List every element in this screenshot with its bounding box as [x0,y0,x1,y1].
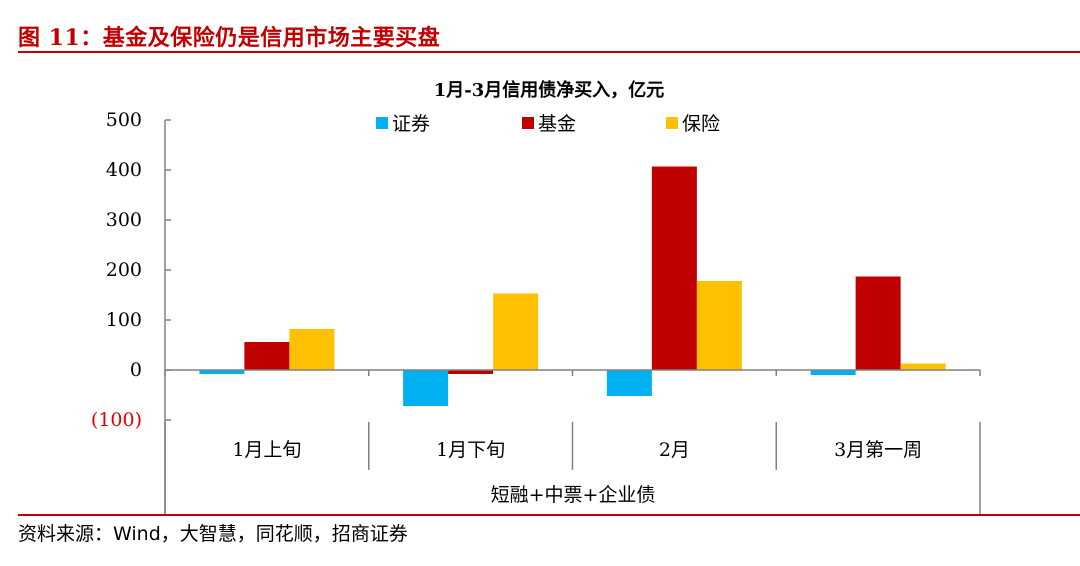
x-tick-label: 1月下旬 [436,439,505,461]
source-divider [18,514,1080,516]
bar [651,166,697,370]
y-axis: 500 400 300 200 100 0 (100) [91,109,171,514]
legend-label: 保险 [682,113,720,135]
chart-title: 1月-3月信用债净买入，亿元 [434,79,665,101]
bar [493,293,539,370]
bar [403,370,449,406]
bar [855,276,901,370]
figure-title: 图 11：基金及保险仍是信用市场主要买盘 [18,25,441,51]
y-tick-label: 500 [106,109,142,131]
bar [696,281,742,370]
legend-label: 证券 [392,113,430,135]
x-tick-label: 2月 [659,439,690,461]
bar [810,370,856,375]
y-tick-label: 300 [106,209,142,231]
title-divider [18,51,1080,53]
y-tick-label: 100 [106,309,142,331]
x-axis: 1月上旬 1月下旬 2月 3月第一周 [164,369,981,514]
legend-swatch [376,117,388,129]
chart-legend: 证券 基金 保险 [376,113,720,135]
legend-swatch [666,117,678,129]
bar [900,363,946,370]
legend-swatch [522,117,534,129]
y-tick-label: 400 [106,159,142,181]
x-tick-label: 1月上旬 [232,439,301,461]
bars-group [199,166,946,406]
y-tick-label: 200 [106,259,142,281]
y-tick-label: 0 [130,359,142,381]
x-tick-label: 3月第一周 [834,439,922,461]
bar [289,329,335,370]
category-group-label: 短融+中票+企业债 [491,484,656,506]
source-note: 资料来源：Wind，大智慧，同花顺，招商证券 [18,523,408,545]
y-tick-label: (100) [91,409,142,431]
bar [448,370,494,374]
legend-label: 基金 [538,113,576,135]
bar [244,342,290,370]
bar [199,370,245,374]
bar [606,370,652,396]
